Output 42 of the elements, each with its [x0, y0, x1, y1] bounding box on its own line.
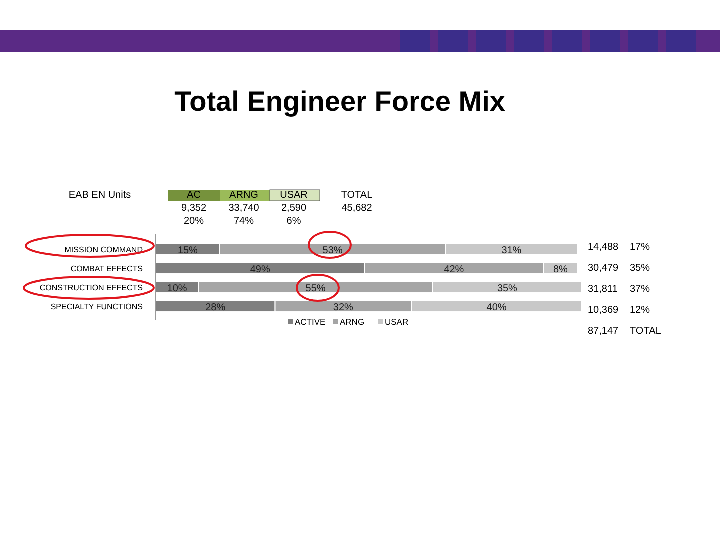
data-label: 8% [553, 264, 568, 276]
text: 30,479 [588, 263, 620, 274]
text: 14,488 [588, 242, 620, 253]
data-label: 40% [486, 302, 507, 314]
data-label: 10% [167, 284, 188, 294]
text: 37% [630, 284, 650, 295]
text: EAB EN Units [68, 190, 132, 201]
text: 20% [184, 216, 204, 227]
y-tick-label: MISSION COMMAND [64, 245, 144, 254]
y-tick-label: SPECIALTY FUNCTIONS [50, 302, 143, 312]
text: USAR [280, 190, 308, 201]
text: 45,682 [342, 203, 373, 214]
data-label: 42% [444, 264, 464, 276]
data-label: 35% [497, 284, 518, 294]
text: 2,590 [281, 203, 307, 214]
text: TOTAL [341, 190, 374, 201]
text: 9,352 [181, 203, 207, 214]
data-label: 32% [333, 302, 354, 314]
chart-title: Total Engineer Force Mix [174, 86, 506, 117]
text: ARNG [230, 190, 259, 201]
data-label: 53% [322, 245, 343, 256]
text: 17% [630, 242, 650, 253]
text: 10,369 [588, 305, 620, 316]
y-tick-label: CONSTRUCTION EFFECTS [40, 284, 143, 292]
text: 35% [630, 263, 650, 274]
text: 31,811 [588, 284, 618, 295]
legend-label: USAR [385, 317, 409, 327]
legend-label: ARNG [340, 317, 365, 327]
data-label: 31% [502, 245, 522, 256]
data-label: 49% [250, 264, 270, 276]
y-tick-label: COMBAT EFFECTS [70, 264, 143, 274]
legend-label: ACTIVE [295, 317, 326, 327]
text: 33,740 [228, 203, 260, 214]
text: 74% [234, 216, 254, 227]
text: TOTAL [630, 326, 662, 337]
data-label: 15% [178, 245, 198, 256]
data-label: 28% [206, 302, 226, 314]
data-label: 55% [306, 284, 326, 294]
text: 6% [286, 216, 302, 227]
text: 87,147 [588, 326, 620, 337]
text: AC [187, 190, 201, 201]
text: 12% [630, 305, 650, 316]
